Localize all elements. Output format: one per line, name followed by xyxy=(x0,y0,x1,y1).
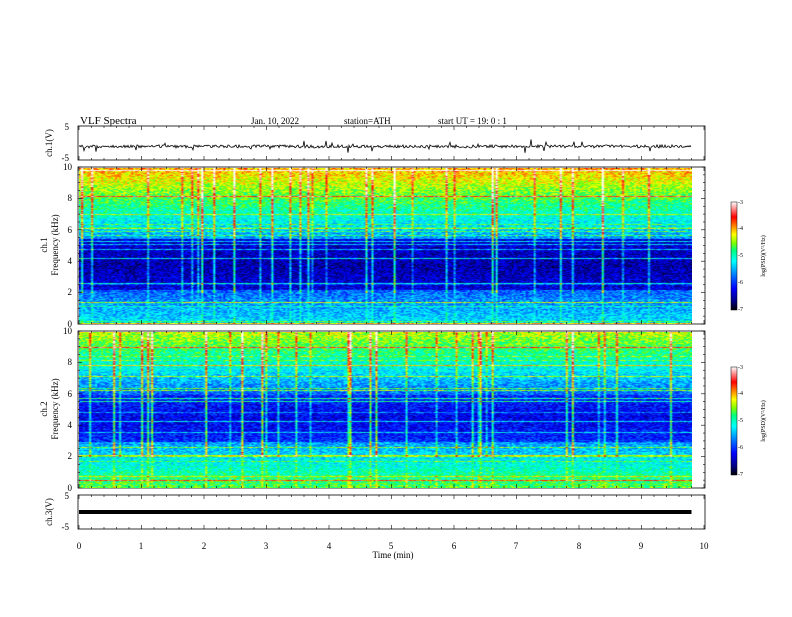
ytick-label: 8 xyxy=(68,193,73,203)
ytick-label: 10 xyxy=(63,326,73,336)
xtick-label: 1 xyxy=(139,541,144,551)
xtick-label: 3 xyxy=(264,541,269,551)
colorbar-tick-label: -6 xyxy=(738,445,743,451)
xtick-label: 7 xyxy=(514,541,519,551)
ch2-spectrogram-ylabel: Frequency (kHz) xyxy=(50,378,60,439)
colorbar-tick-label: -3 xyxy=(738,200,743,206)
xtick-label: 2 xyxy=(202,541,207,551)
ch1-spectrogram-image xyxy=(79,168,692,324)
ytick-label: 6 xyxy=(68,225,73,235)
colorbar-tick-label: -7 xyxy=(738,307,743,313)
ch1-colorbar-label: log(PSD)(V²/Hz) xyxy=(760,235,767,276)
ch3-voltage-ytick-labels: 5 -5 xyxy=(62,491,70,532)
time-axis-tick-labels: 0 1 2 3 4 5 6 7 8 9 10 xyxy=(77,541,709,551)
header-station: station=ATH xyxy=(344,116,391,126)
ch2-colorbar-label: log(PSD)(V²/Hz) xyxy=(760,400,767,441)
colorbar-tick-label: -4 xyxy=(738,391,743,397)
ch1-voltage-panel xyxy=(77,125,706,161)
colorbar-tick-label: -3 xyxy=(738,365,743,371)
ytick-label: 6 xyxy=(68,389,73,399)
colorbar-tick-label: -6 xyxy=(738,280,743,286)
ch2-spectrogram-ytick-labels: 0 2 4 6 8 10 xyxy=(63,326,73,493)
xtick-label: 0 xyxy=(77,541,82,551)
xtick-label: 5 xyxy=(389,541,394,551)
ch1-spectrogram-channel-label: ch.1 xyxy=(39,237,49,252)
ch1-spectrogram-ytick-labels: 0 2 4 6 8 10 xyxy=(63,162,73,329)
ch2-spectrogram-channel-label: ch.2 xyxy=(39,401,49,416)
axis-tick-marks xyxy=(78,126,705,529)
ch1-colorbar xyxy=(730,201,738,311)
ytick-label: 2 xyxy=(68,451,73,461)
header-date: Jan. 10, 2022 xyxy=(251,116,299,126)
ch2-colorbar xyxy=(730,366,738,476)
ytick-label: 5 xyxy=(65,491,70,501)
ytick-label: -5 xyxy=(62,153,70,163)
ch3-voltage-ylabel: ch.3(V) xyxy=(44,498,54,526)
ytick-label: -5 xyxy=(62,522,70,532)
time-axis-label: Time (min) xyxy=(373,550,414,560)
ch1-colorbar-tick-labels: -3 -4 -5 -6 -7 xyxy=(738,200,743,313)
colorbar-tick-label: -5 xyxy=(738,253,743,259)
ytick-label: 2 xyxy=(68,287,73,297)
xtick-label: 6 xyxy=(452,541,457,551)
figure-title: VLF Spectra xyxy=(80,115,137,127)
ch1-voltage-trace xyxy=(78,139,692,153)
ch3-voltage-trace xyxy=(79,510,692,514)
ytick-label: 4 xyxy=(68,256,73,266)
ytick-label: 5 xyxy=(65,122,70,132)
colorbar-tick-label: -4 xyxy=(738,226,743,232)
ytick-label: 8 xyxy=(68,357,73,367)
ytick-label: 4 xyxy=(68,420,73,430)
header-start-ut: start UT = 19: 0 : 1 xyxy=(438,116,507,126)
ch2-spectrogram-image xyxy=(79,332,692,488)
xtick-label: 8 xyxy=(577,541,582,551)
ytick-label: 0 xyxy=(68,483,73,493)
ch1-voltage-ylabel: ch.1(V) xyxy=(44,129,54,157)
colorbar-tick-label: -7 xyxy=(738,472,743,478)
ytick-label: 0 xyxy=(68,319,73,329)
xtick-label: 9 xyxy=(639,541,644,551)
xtick-label: 10 xyxy=(700,541,710,551)
ch2-colorbar-tick-labels: -3 -4 -5 -6 -7 xyxy=(738,365,743,478)
ch1-voltage-ytick-labels: 5 -5 xyxy=(62,122,70,163)
colorbar-tick-label: -5 xyxy=(738,418,743,424)
ch1-spectrogram-ylabel: Frequency (kHz) xyxy=(50,214,60,275)
ytick-label: 10 xyxy=(63,162,73,172)
xtick-label: 4 xyxy=(327,541,332,551)
